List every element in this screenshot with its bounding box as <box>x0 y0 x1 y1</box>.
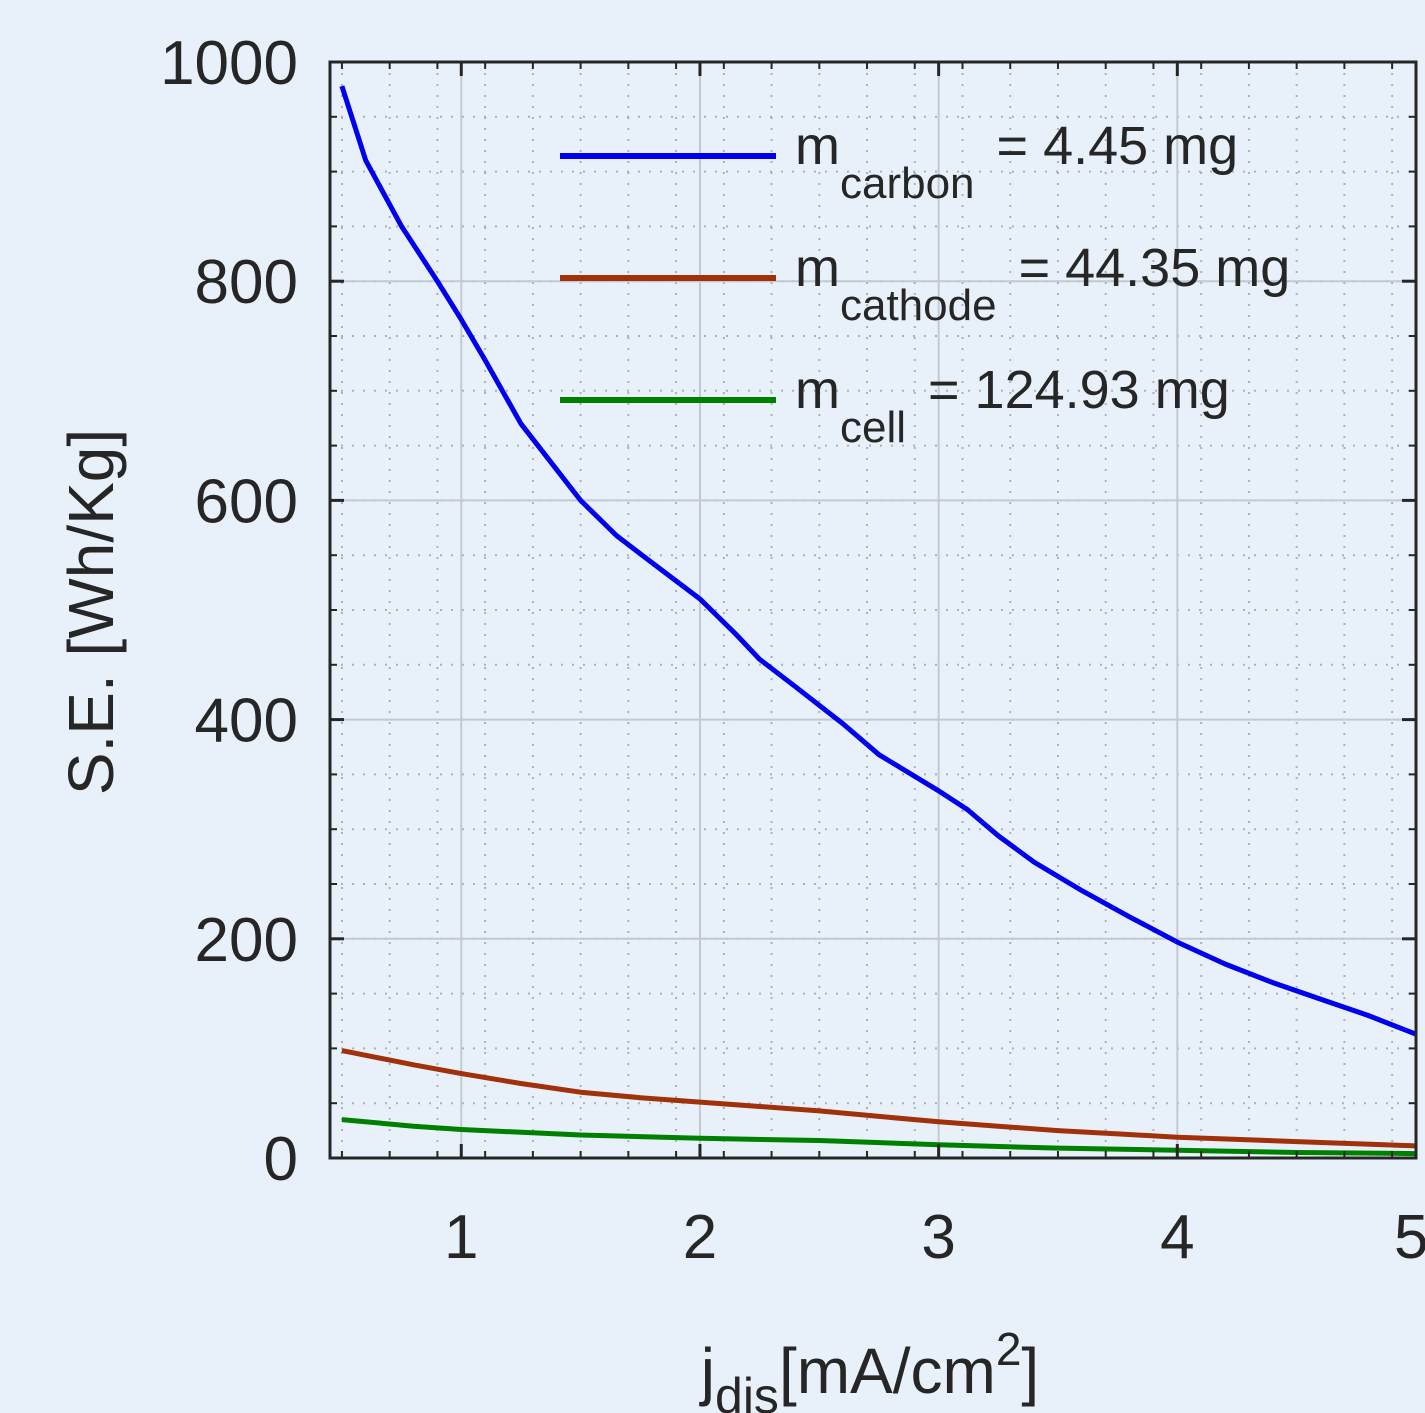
legend-main: m <box>795 360 840 420</box>
series-line-carbon <box>339 85 1417 1037</box>
y-tick-label: 400 <box>195 687 298 756</box>
x-axis-label-close: ] <box>1021 1335 1039 1407</box>
legend-entry-cell: mcell = 124.93 mg <box>795 360 1230 452</box>
legend-main: m <box>795 116 840 176</box>
x-axis-label-sup: 2 <box>996 1323 1022 1375</box>
minor-grid <box>330 62 1416 1158</box>
x-tick-label: 3 <box>921 1203 955 1272</box>
y-axis-label: S.E. [Wh/Kg] <box>55 429 127 795</box>
legend-sub: carbon <box>840 159 975 208</box>
y-tick-label: 1000 <box>160 29 298 98</box>
legend-entry-carbon: mcarbon = 4.45 mg <box>795 116 1238 208</box>
legend-value: = 124.93 mg <box>928 360 1230 420</box>
legend-sub: cathode <box>840 281 997 330</box>
series-layer <box>339 85 1417 1157</box>
plot-area-background <box>330 62 1425 1158</box>
x-tick-label: 2 <box>683 1203 717 1272</box>
y-tick-label: 600 <box>195 467 298 536</box>
y-tick-label: 800 <box>195 248 298 317</box>
legend-value: = 4.45 mg <box>997 116 1239 176</box>
series-line-cathode <box>341 1048 1417 1149</box>
x-axis-label-unit: [mA/cm <box>779 1335 996 1407</box>
legend-value: = 44.35 mg <box>1019 238 1291 298</box>
y-tick-label: 0 <box>264 1125 298 1194</box>
series-line-cell <box>341 1117 1417 1157</box>
legend-main: m <box>795 238 840 298</box>
axes-layer <box>328 60 1418 1160</box>
x-tick-label: 5 <box>1394 1203 1425 1272</box>
y-tick-label: 200 <box>195 906 298 975</box>
legend-entry-cathode: mcathode = 44.35 mg <box>795 238 1290 330</box>
tick-labels: 1 2 3 4 5 0 200 400 600 800 1000 <box>160 29 1425 1272</box>
major-grid <box>330 62 1416 1158</box>
x-tick-label: 4 <box>1160 1203 1194 1272</box>
legend-sub: cell <box>840 403 906 452</box>
x-axis-label-main: j <box>699 1335 715 1407</box>
x-axis-label-sub: dis <box>715 1368 779 1413</box>
x-tick-label: 1 <box>444 1203 478 1272</box>
x-axis-label: jdis[mA/cm2] <box>699 1323 1039 1413</box>
